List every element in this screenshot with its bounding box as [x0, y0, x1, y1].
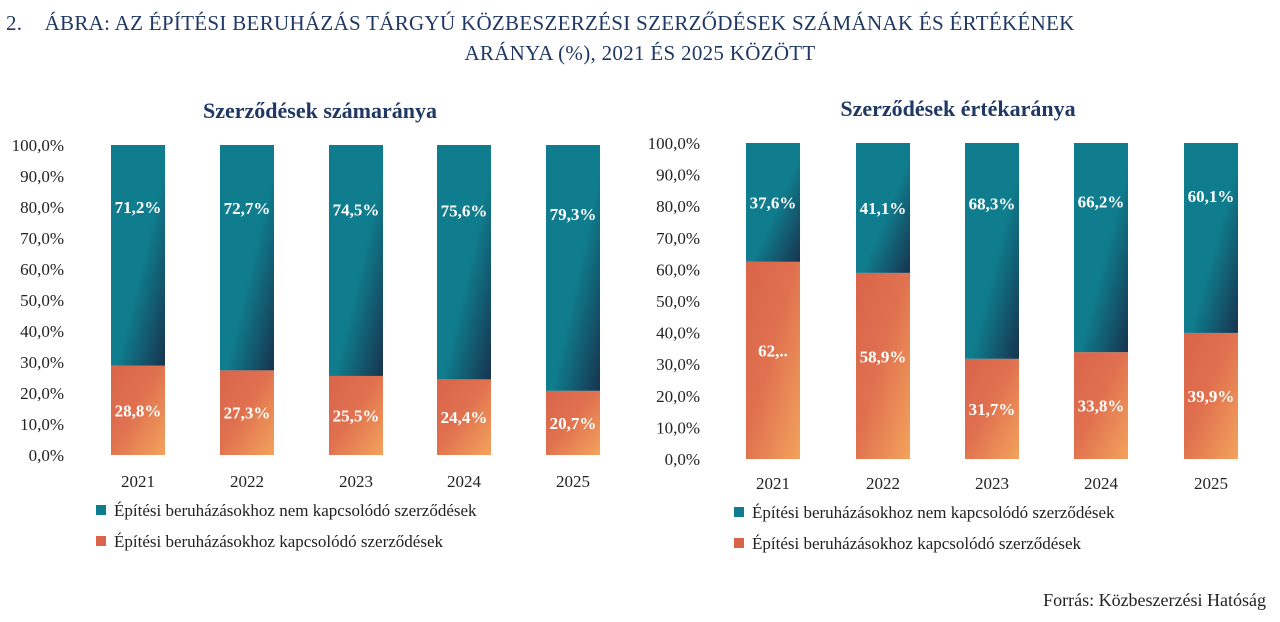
- legend-label: Építési beruházásokhoz kapcsolódó szerző…: [752, 534, 1082, 553]
- y-tick-label: 20,0%: [20, 384, 64, 403]
- x-tick-label: 2022: [230, 472, 264, 491]
- bar-segment-related: [965, 358, 1019, 459]
- data-label: 20,7%: [550, 414, 597, 433]
- x-tick-label: 2023: [975, 474, 1009, 493]
- y-tick-label: 30,0%: [656, 355, 700, 374]
- chart-title: Szerződések számaránya: [203, 98, 437, 123]
- data-label: 58,9%: [860, 348, 907, 367]
- bar-segment-unrelated: [746, 143, 800, 262]
- x-tick-label: 2022: [866, 474, 900, 493]
- bar-segment-unrelated: [111, 145, 165, 366]
- figure-title-line2: ARÁNYA (%), 2021 ÉS 2025 KÖZÖTT: [464, 41, 816, 65]
- y-tick-label: 0,0%: [665, 450, 700, 469]
- y-tick-label: 70,0%: [20, 229, 64, 248]
- data-label: 79,3%: [550, 205, 597, 224]
- y-tick-label: 40,0%: [656, 324, 700, 343]
- data-label: 37,6%: [750, 193, 797, 212]
- y-tick-label: 70,0%: [656, 229, 700, 248]
- x-tick-label: 2024: [1084, 474, 1119, 493]
- y-tick-label: 10,0%: [656, 418, 700, 437]
- bar-segment-related: [111, 365, 165, 455]
- x-tick-label: 2025: [556, 472, 590, 491]
- figure-title-text-1: ÁBRA: AZ ÉPÍTÉSI BERUHÁZÁS TÁRGYÚ KÖZBES…: [44, 11, 1075, 35]
- bar-segment-related: [856, 272, 910, 459]
- data-label: 41,1%: [860, 199, 907, 218]
- bar-segment-unrelated: [1184, 143, 1238, 333]
- legend-swatch: [96, 536, 106, 546]
- y-tick-label: 100,0%: [648, 134, 700, 153]
- figure-number: 2.: [6, 11, 23, 35]
- bar-segment-related: [437, 379, 491, 455]
- bar-segment-unrelated: [1074, 143, 1128, 353]
- data-label: 24,4%: [441, 408, 488, 427]
- bar-segment-related: [546, 390, 600, 455]
- y-tick-label: 50,0%: [20, 291, 64, 310]
- y-tick-label: 80,0%: [20, 198, 64, 217]
- x-tick-label: 2024: [447, 472, 482, 491]
- y-tick-label: 20,0%: [656, 387, 700, 406]
- x-tick-label: 2023: [339, 472, 373, 491]
- bar-segment-unrelated: [220, 145, 274, 371]
- data-label: 72,7%: [224, 199, 271, 218]
- data-label: 25,5%: [333, 406, 380, 425]
- data-label: 74,5%: [333, 201, 380, 220]
- legend-label: Építési beruházásokhoz nem kapcsolódó sz…: [114, 501, 477, 520]
- source-note: Forrás: Közbeszerzési Hatóság: [1043, 590, 1266, 610]
- y-tick-label: 50,0%: [656, 292, 700, 311]
- legend-swatch: [734, 538, 744, 548]
- legend-label: Építési beruházásokhoz nem kapcsolódó sz…: [752, 503, 1115, 522]
- x-tick-label: 2021: [756, 474, 790, 493]
- bar-segment-unrelated: [856, 143, 910, 273]
- data-label: 75,6%: [441, 202, 488, 221]
- data-label: 62,..: [758, 342, 788, 361]
- legend-swatch: [96, 505, 106, 515]
- bar-segment-unrelated: [965, 143, 1019, 359]
- y-tick-label: 80,0%: [656, 197, 700, 216]
- bar-segment-unrelated: [546, 145, 600, 391]
- y-tick-label: 60,0%: [20, 260, 64, 279]
- x-tick-label: 2025: [1194, 474, 1228, 493]
- x-tick-label: 2021: [121, 472, 155, 491]
- data-label: 60,1%: [1188, 187, 1235, 206]
- bar-segment-related: [746, 261, 800, 459]
- data-label: 28,8%: [115, 401, 162, 420]
- y-tick-label: 60,0%: [656, 260, 700, 279]
- y-tick-label: 90,0%: [20, 167, 64, 186]
- bar-segment-related: [1184, 332, 1238, 459]
- data-label: 39,9%: [1188, 387, 1235, 406]
- y-tick-label: 30,0%: [20, 353, 64, 372]
- bar-segment-unrelated: [329, 145, 383, 376]
- data-label: 66,2%: [1078, 193, 1125, 212]
- y-tick-label: 0,0%: [29, 446, 64, 465]
- y-tick-label: 100,0%: [12, 136, 64, 155]
- y-tick-label: 90,0%: [656, 166, 700, 185]
- figure-title-line1: 2. ÁBRA: AZ ÉPÍTÉSI BERUHÁZÁS TÁRGYÚ KÖZ…: [6, 8, 1075, 38]
- bar-segment-related: [329, 375, 383, 455]
- bar-segment-related: [1074, 352, 1128, 459]
- y-tick-label: 40,0%: [20, 322, 64, 341]
- bar-segment-related: [220, 370, 274, 455]
- data-label: 27,3%: [224, 404, 271, 423]
- data-label: 33,8%: [1078, 397, 1125, 416]
- data-label: 68,3%: [969, 194, 1016, 213]
- chart-title: Szerződések értékaránya: [840, 96, 1075, 121]
- y-tick-label: 10,0%: [20, 415, 64, 434]
- data-label: 71,2%: [115, 198, 162, 217]
- data-label: 31,7%: [969, 400, 1016, 419]
- legend-label: Építési beruházásokhoz kapcsolódó szerző…: [114, 532, 444, 551]
- legend-swatch: [734, 507, 744, 517]
- bar-segment-unrelated: [437, 145, 491, 380]
